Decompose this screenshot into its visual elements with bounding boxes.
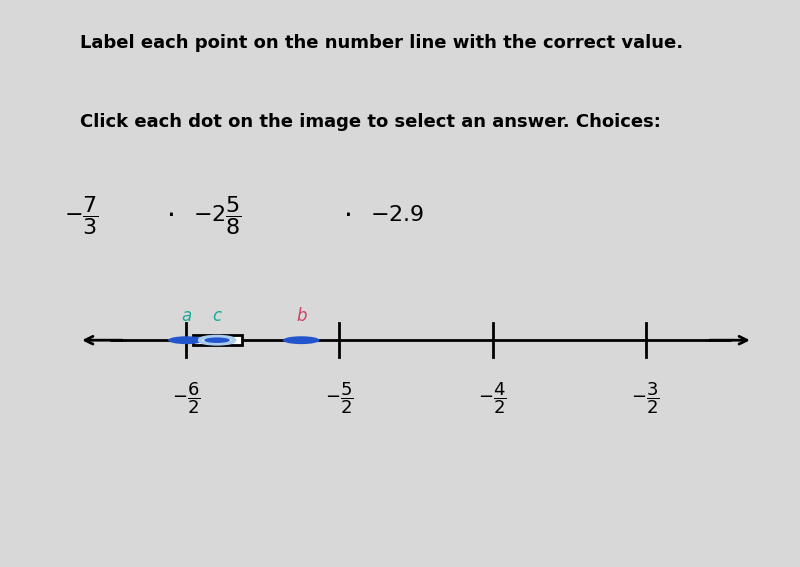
Text: $-\dfrac{4}{2}$: $-\dfrac{4}{2}$: [478, 380, 506, 416]
Text: a: a: [182, 307, 191, 325]
Text: b: b: [296, 307, 306, 325]
Text: $-2.9$: $-2.9$: [370, 205, 424, 226]
Ellipse shape: [283, 336, 319, 344]
Text: Click each dot on the image to select an answer. Choices:: Click each dot on the image to select an…: [80, 113, 661, 132]
Text: $-\dfrac{7}{3}$: $-\dfrac{7}{3}$: [64, 194, 98, 237]
Text: c: c: [213, 307, 222, 325]
Text: $\cdot$: $\cdot$: [166, 201, 174, 230]
Ellipse shape: [168, 336, 205, 344]
Text: $-2\dfrac{5}{8}$: $-2\dfrac{5}{8}$: [194, 194, 242, 237]
Ellipse shape: [198, 336, 235, 344]
Text: $\cdot$: $\cdot$: [342, 201, 350, 230]
Text: $-\dfrac{3}{2}$: $-\dfrac{3}{2}$: [631, 380, 660, 416]
Text: Label each point on the number line with the correct value.: Label each point on the number line with…: [80, 34, 683, 52]
FancyBboxPatch shape: [193, 335, 242, 345]
Text: $-\dfrac{5}{2}$: $-\dfrac{5}{2}$: [326, 380, 354, 416]
Ellipse shape: [204, 337, 230, 343]
Text: $-\dfrac{6}{2}$: $-\dfrac{6}{2}$: [172, 380, 201, 416]
